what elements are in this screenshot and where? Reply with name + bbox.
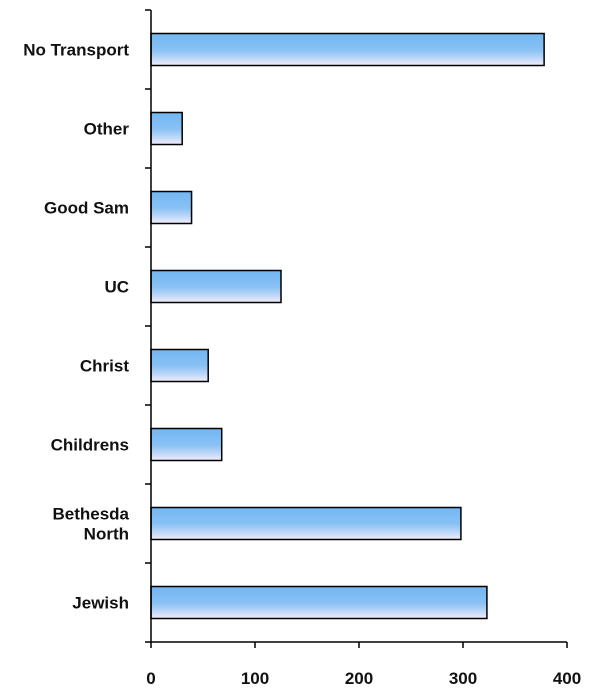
bar-no-transport [150,32,545,67]
bar-good-sam [150,190,193,225]
category-label-other: Other [84,120,130,139]
bar-childrens [150,427,223,462]
bar-christ [150,348,209,383]
category-label-christ: Christ [80,357,129,376]
x-tick-label-200: 200 [345,669,373,688]
x-tick-label-0: 0 [146,669,155,688]
category-label-no-transport: No Transport [23,41,129,60]
bar-other [150,111,183,146]
bar-jewish [150,585,488,620]
category-label-bethesda-north: Bethesda North [52,505,129,544]
axes-group [145,9,568,648]
category-label-jewish: Jewish [72,594,129,613]
bar-uc [150,269,282,304]
x-tick-label-100: 100 [241,669,269,688]
category-label-uc: UC [104,278,129,297]
category-label-childrens: Childrens [51,436,129,455]
category-label-good-sam: Good Sam [44,199,129,218]
bars-group [150,32,545,620]
x-tick-label-300: 300 [449,669,477,688]
labels-group: No Transport Other Good Sam UC Christ Childre… [23,41,581,689]
bar-bethesda-north [150,506,462,541]
x-tick-label-400: 400 [553,669,581,688]
